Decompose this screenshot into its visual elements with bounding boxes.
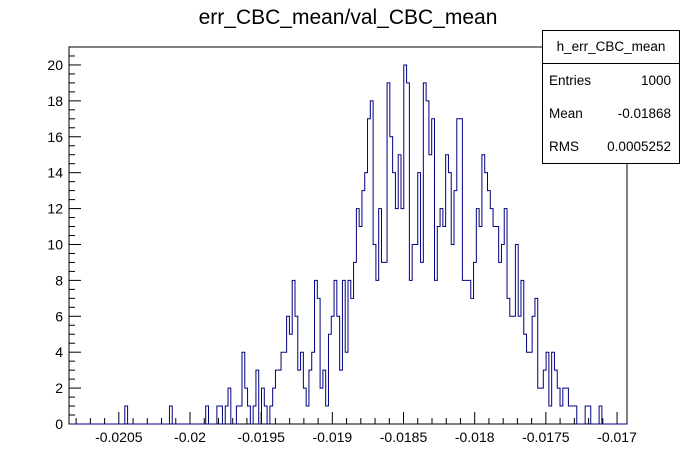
y-tick-label: 20 xyxy=(47,57,63,73)
x-tick-label: -0.017 xyxy=(597,429,637,445)
y-tick-label: 16 xyxy=(47,129,63,145)
histogram-series xyxy=(69,64,627,425)
stats-rms-label: RMS xyxy=(549,139,579,154)
y-tick-label: 4 xyxy=(55,344,63,360)
stats-entries-label: Entries xyxy=(549,73,592,88)
y-tick-label: 0 xyxy=(55,416,63,432)
x-tick-label: -0.0175 xyxy=(522,429,570,445)
y-tick-label: 12 xyxy=(47,201,63,217)
y-tick-label: 6 xyxy=(55,308,63,324)
stats-mean-row: Mean -0.01868 xyxy=(543,97,679,130)
x-tick-label: -0.0195 xyxy=(237,429,285,445)
y-tick-label: 2 xyxy=(55,380,63,396)
x-tick-label: -0.0205 xyxy=(95,429,143,445)
stats-box-title: h_err_CBC_mean xyxy=(543,31,679,64)
x-tick-label: -0.0185 xyxy=(380,429,428,445)
x-tick-label: -0.019 xyxy=(312,429,352,445)
stats-entries-value: 1000 xyxy=(640,73,671,88)
histogram-line xyxy=(69,64,627,425)
x-tick-label: -0.018 xyxy=(455,429,495,445)
y-tick-label: 14 xyxy=(47,165,63,181)
stats-rms-value: 0.0005252 xyxy=(607,139,671,154)
stats-rms-row: RMS 0.0005252 xyxy=(543,130,679,163)
chart-title: err_CBC_mean/val_CBC_mean xyxy=(198,6,498,29)
stats-box: h_err_CBC_mean Entries 1000 Mean -0.0186… xyxy=(542,30,680,164)
stats-mean-label: Mean xyxy=(549,106,583,121)
y-tick-label: 10 xyxy=(47,236,63,252)
stats-mean-value: -0.01868 xyxy=(617,106,671,121)
stats-entries-row: Entries 1000 xyxy=(543,64,679,97)
axes: 0 2 4 6 8 10 12 14 16 18 20 -0.0205 -0.02 -0.0195 -0.0… xyxy=(47,46,637,445)
y-tick-label: 8 xyxy=(55,272,63,288)
x-tick-label: -0.02 xyxy=(174,429,206,445)
y-tick-label: 18 xyxy=(47,93,63,109)
